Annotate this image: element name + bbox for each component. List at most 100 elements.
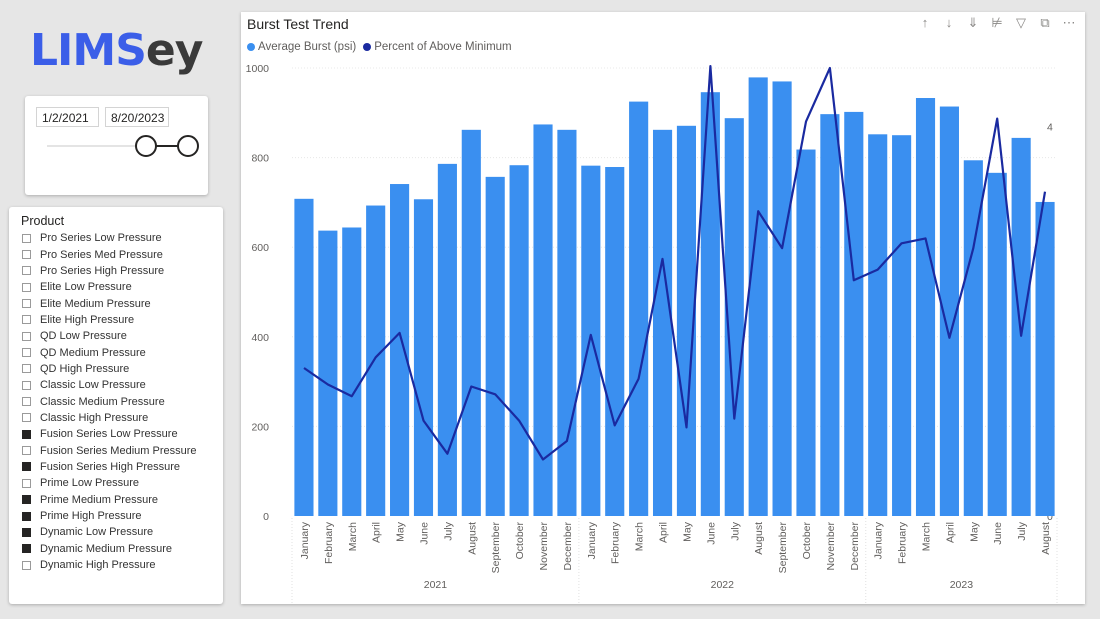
bar [390,184,410,517]
expand-down-icon[interactable]: ⇓ [967,15,979,30]
x-tick-label: August [466,522,478,555]
product-checkbox[interactable] [22,364,31,374]
chart-title: Burst Test Trend [247,16,349,32]
bar [366,205,386,516]
start-date-input[interactable]: 1/2/2021 [36,107,99,127]
y-right-tick-label: 0 [1047,511,1053,523]
product-checkbox[interactable] [22,462,31,472]
y-left-tick-label: 0 [263,511,269,523]
arrow-up-icon[interactable]: ↑ [921,15,929,30]
product-slicer: Product Pro Series Low Pressure Pro Serie… [9,207,223,604]
x-tick-label: July [729,521,741,540]
product-checkbox[interactable] [22,544,31,554]
x-tick-label: March [634,522,646,551]
product-checkbox[interactable] [22,527,31,537]
product-checkbox[interactable] [22,495,31,505]
focus-mode-icon[interactable]: ⧉ [1040,15,1050,30]
y-left-tick-label: 1000 [246,63,270,75]
product-slicer-title: Product [21,214,65,228]
x-tick-label: May [968,521,980,542]
product-item[interactable]: Pro Series Low Pressure [22,230,197,246]
product-checkbox[interactable] [22,315,31,325]
x-tick-label: March [347,522,359,551]
product-item[interactable]: Dynamic Low Pressure [22,524,197,540]
product-checkbox[interactable] [22,250,31,260]
product-label: Dynamic Medium Pressure [40,542,173,555]
product-label: QD High Pressure [40,362,130,375]
x-tick-label: July [1016,521,1028,540]
product-label: Dynamic High Pressure [40,559,156,572]
arrow-down-icon[interactable]: ↓ [945,15,953,30]
bar [652,129,673,516]
product-label: Pro Series Low Pressure [40,232,162,245]
x-tick-label: January [586,521,598,559]
legend-label-average-burst: Average Burst (psi) [258,41,357,53]
bar [581,165,601,516]
end-date-input[interactable]: 8/20/2023 [105,107,169,127]
bar [437,163,457,516]
bar [318,230,338,516]
product-checkbox[interactable] [22,429,31,439]
product-list: Pro Series Low Pressure Pro Series Med Pr… [22,230,197,573]
product-item[interactable]: Classic Medium Pressure [22,393,197,409]
more-options-icon[interactable]: ⋯ [1062,15,1076,30]
product-label: Elite Medium Pressure [40,297,151,310]
product-item[interactable]: Classic High Pressure [22,410,197,426]
product-checkbox[interactable] [22,299,31,309]
date-range-slicer: 1/2/2021 8/20/2023 [25,96,208,195]
product-item[interactable]: Prime Medium Pressure [22,492,197,508]
product-item[interactable]: Elite Medium Pressure [22,295,197,311]
product-item[interactable]: QD Low Pressure [22,328,197,344]
expand-hierarchy-icon[interactable]: ⊭ [991,15,1003,30]
product-checkbox[interactable] [22,413,31,423]
bar [700,92,720,516]
legend-item-percent-above-minimum[interactable]: Percent of Above Minimum [363,41,512,53]
legend-item-average-burst[interactable]: Average Burst (psi) [247,41,356,53]
product-item[interactable]: Classic Low Pressure [22,377,197,393]
product-item[interactable]: QD Medium Pressure [22,344,197,360]
product-checkbox[interactable] [22,560,31,570]
x-tick-label: April [371,522,383,543]
product-label: Elite Low Pressure [40,281,132,294]
product-checkbox[interactable] [22,282,31,292]
bar [987,172,1007,516]
product-item[interactable]: Elite Low Pressure [22,279,197,295]
product-item[interactable]: Elite High Pressure [22,312,197,328]
product-checkbox[interactable] [22,478,31,488]
bar [1035,201,1055,516]
product-checkbox[interactable] [22,266,31,276]
bar [724,118,744,517]
legend-dot-average-burst [247,43,255,51]
x-tick-label: June [705,522,717,545]
product-checkbox[interactable] [22,397,31,407]
product-checkbox[interactable] [22,331,31,341]
product-item[interactable]: Dynamic High Pressure [22,557,197,573]
product-checkbox[interactable] [22,511,31,521]
product-item[interactable]: Prime Low Pressure [22,475,197,491]
product-label: Prime Medium Pressure [40,493,158,506]
product-item[interactable]: Dynamic Medium Pressure [22,541,197,557]
x-tick-label: September [490,522,502,574]
product-checkbox[interactable] [22,233,31,243]
x-tick-label: August [753,522,765,555]
product-item[interactable]: Prime High Pressure [22,508,197,524]
x-tick-label: December [849,521,861,570]
date-slider-track[interactable] [47,145,143,147]
product-item[interactable]: Fusion Series Medium Pressure [22,442,197,458]
x-tick-label: April [658,522,670,543]
product-label: QD Medium Pressure [40,346,146,359]
x-tick-label: February [610,521,622,564]
date-slider-end-handle[interactable] [177,135,199,157]
bar [939,106,959,516]
product-item[interactable]: Fusion Series Low Pressure [22,426,197,442]
product-item[interactable]: Fusion Series High Pressure [22,459,197,475]
date-slider-start-handle[interactable] [135,135,157,157]
product-item[interactable]: QD High Pressure [22,361,197,377]
product-item[interactable]: Pro Series Med Pressure [22,246,197,262]
product-item[interactable]: Pro Series High Pressure [22,263,197,279]
product-checkbox[interactable] [22,380,31,390]
date-slider-range [145,145,187,147]
product-checkbox[interactable] [22,348,31,358]
product-checkbox[interactable] [22,446,31,456]
filter-icon[interactable]: ▽ [1016,15,1026,30]
